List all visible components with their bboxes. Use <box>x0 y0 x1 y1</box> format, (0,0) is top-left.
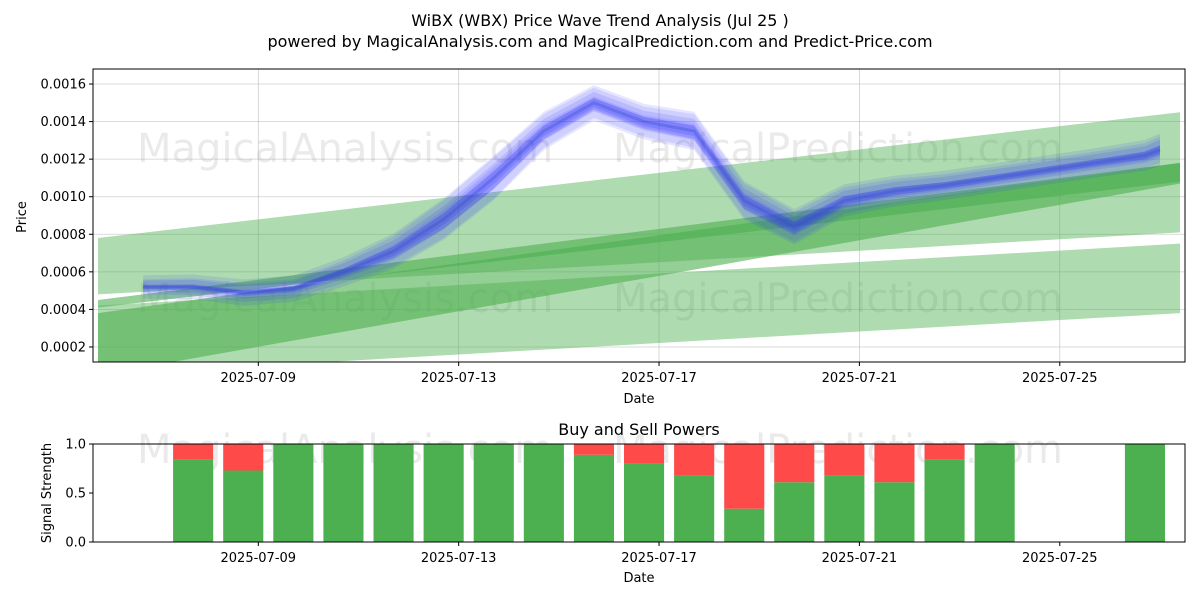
price-wave-band <box>143 97 1161 299</box>
sell-bar <box>824 444 865 476</box>
watermark-text: MagicalPrediction.com <box>613 276 1063 322</box>
buy-bar <box>323 444 364 542</box>
buy-bar <box>573 454 614 542</box>
x-tick-label: 2025-07-13 <box>421 371 497 386</box>
power-chart-title: Buy and Sell Powers <box>558 420 720 439</box>
power-x-label: Date <box>623 571 654 586</box>
sell-bar <box>874 444 915 483</box>
price-waves <box>143 85 1161 306</box>
x-tick-label: 2025-07-13 <box>421 551 497 566</box>
power-y-label: Signal Strength <box>40 443 55 543</box>
y-tick-label: 0.0004 <box>41 303 87 318</box>
power-x-axis: 2025-07-09 2025-07-13 2025-07-17 2025-07-21… <box>221 542 1098 566</box>
x-tick-label: 2025-07-21 <box>822 551 898 566</box>
price-chart: MagicalAnalysis.com MagicalPrediction.co… <box>15 68 1186 407</box>
y-tick-label: 0.0010 <box>41 190 87 205</box>
x-tick-label: 2025-07-25 <box>1022 551 1098 566</box>
x-tick-label: 2025-07-17 <box>621 371 697 386</box>
buy-bar <box>924 459 965 542</box>
y-tick-label: 0.0008 <box>41 228 87 243</box>
buy-bar <box>523 444 564 542</box>
sell-bar <box>173 444 214 460</box>
sell-bar <box>223 444 264 471</box>
y-tick-label: 0.0016 <box>41 78 87 93</box>
y-tick-label: 0.5 <box>65 487 86 502</box>
price-y-axis: 0.0002 0.0004 0.0006 0.0008 0.0010 0.0012 0.00… <box>41 78 93 355</box>
price-wave-band <box>143 96 1161 306</box>
sell-bar <box>924 444 965 460</box>
x-tick-label: 2025-07-25 <box>1022 371 1098 386</box>
y-tick-label: 0.0014 <box>41 115 87 130</box>
price-y-label: Price <box>15 201 30 233</box>
buy-bar <box>273 444 314 542</box>
buy-bar <box>624 463 665 542</box>
x-tick-label: 2025-07-09 <box>221 371 297 386</box>
y-tick-label: 1.0 <box>65 438 86 453</box>
buy-bar <box>674 475 715 542</box>
y-tick-label: 0.0012 <box>41 153 87 168</box>
figure-title: WiBX (WBX) Price Wave Trend Analysis (Ju… <box>411 11 789 30</box>
buy-bar <box>473 444 514 542</box>
sell-bar <box>774 444 815 483</box>
watermark-text: MagicalAnalysis.com <box>137 126 553 172</box>
price-wave-band <box>143 85 1161 295</box>
buy-bar <box>223 470 264 542</box>
buy-bar <box>373 444 414 542</box>
sell-bar <box>624 444 665 464</box>
buy-bar <box>1124 444 1165 542</box>
sell-bar <box>724 444 765 509</box>
buy-bar <box>423 444 464 542</box>
price-wave-band <box>143 98 1161 296</box>
buy-bar <box>974 444 1015 542</box>
x-tick-label: 2025-07-17 <box>621 551 697 566</box>
watermark-text: MagicalPrediction.com <box>613 126 1063 172</box>
power-y-axis: 0.0 0.5 1.0 <box>65 438 93 551</box>
x-tick-label: 2025-07-21 <box>822 371 898 386</box>
price-x-axis: 2025-07-09 2025-07-13 2025-07-17 2025-07-21… <box>221 362 1098 386</box>
trend-band <box>98 162 1180 308</box>
buy-bar <box>874 482 915 542</box>
buy-bar <box>724 508 765 542</box>
power-chart: Buy and Sell Powers MagicalAnalysis.com … <box>40 420 1186 586</box>
trend-band <box>98 112 1180 295</box>
power-bars <box>173 444 1165 542</box>
trend-bands <box>98 112 1180 362</box>
price-plot-frame <box>92 68 1186 363</box>
price-wave-band <box>143 91 1161 297</box>
trend-band <box>98 243 1180 362</box>
y-tick-label: 0.0006 <box>41 265 87 280</box>
buy-bar <box>824 475 865 542</box>
buy-bar <box>774 482 815 542</box>
price-wave-line <box>143 101 1161 295</box>
y-tick-label: 0.0002 <box>41 340 87 355</box>
price-wave-band <box>143 87 1161 302</box>
sell-bar <box>674 444 715 476</box>
x-tick-label: 2025-07-09 <box>221 551 297 566</box>
y-tick-label: 0.0 <box>65 536 86 551</box>
buy-bar <box>173 459 214 542</box>
sell-bar <box>573 444 614 455</box>
figure-subtitle: powered by MagicalAnalysis.com and Magic… <box>267 32 932 51</box>
price-x-label: Date <box>623 392 654 407</box>
